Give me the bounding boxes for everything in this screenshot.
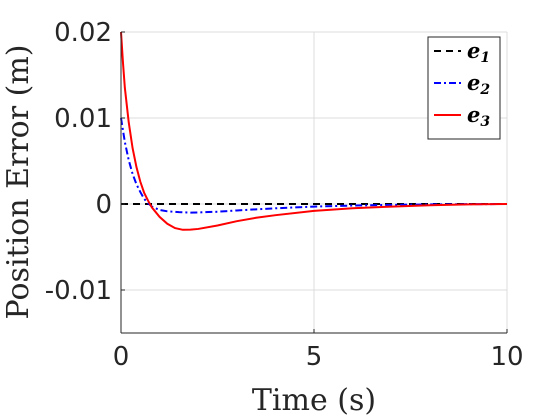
y-tick-label-0: -0.01 bbox=[45, 276, 112, 306]
legend: e1 e2 e3 bbox=[427, 36, 501, 140]
x-axis-label: Time (s) bbox=[252, 383, 376, 418]
y-tick-label-2: 0.01 bbox=[54, 104, 112, 134]
series-line-3 bbox=[120, 31, 508, 231]
y-tick-label-1: 0 bbox=[95, 190, 112, 220]
y-tick-label-3: 0.02 bbox=[54, 18, 112, 48]
x-tick-label-2: 10 bbox=[490, 342, 523, 372]
legend-label-1: e1 bbox=[467, 38, 490, 66]
x-tick-label-0: 0 bbox=[113, 342, 130, 372]
axes bbox=[120, 31, 508, 334]
tick-labels: 0 5 10 -0.01 0 0.01 0.02 bbox=[45, 18, 524, 372]
y-axis-label: Position Error (m) bbox=[1, 45, 36, 320]
series-group bbox=[120, 31, 508, 231]
legend-label-2: e2 bbox=[467, 70, 490, 98]
x-tick-label-1: 5 bbox=[306, 342, 323, 372]
series-line-2 bbox=[120, 117, 508, 214]
legend-box bbox=[427, 36, 501, 140]
legend-label-3: e3 bbox=[467, 102, 490, 130]
